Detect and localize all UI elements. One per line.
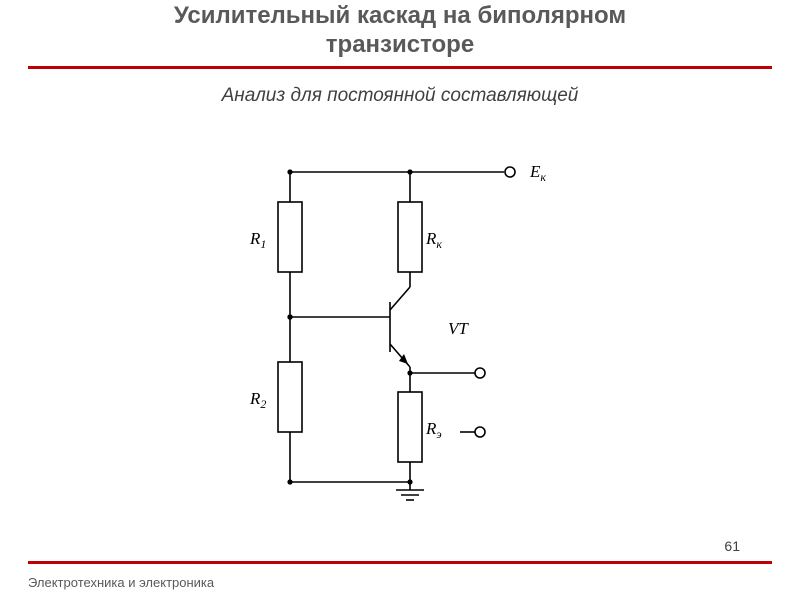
circuit-diagram: R1 R2 Rк Rэ VT Eк xyxy=(0,152,800,512)
svg-text:Rэ: Rэ xyxy=(425,419,442,441)
footer-text: Электротехника и электроника xyxy=(28,575,214,590)
title-line1: Усилительный каскад на биполярном xyxy=(174,2,626,29)
page-number: 61 xyxy=(724,538,740,554)
title-line2: транзисторе xyxy=(326,31,474,58)
slide-subtitle: Анализ для постоянной составляющей xyxy=(0,85,800,107)
svg-text:R2: R2 xyxy=(249,389,266,411)
svg-text:Rк: Rк xyxy=(425,229,442,251)
svg-text:R1: R1 xyxy=(249,229,266,251)
circuit-svg: R1 R2 Rк Rэ VT Eк xyxy=(230,152,570,512)
slide: Усилительный каскад на биполярном транзи… xyxy=(0,2,800,600)
svg-text:Eк: Eк xyxy=(529,162,546,184)
divider-bottom xyxy=(28,561,772,564)
divider-top xyxy=(28,66,772,69)
svg-text:VT: VT xyxy=(448,319,469,338)
slide-title: Усилительный каскад на биполярном транзи… xyxy=(0,2,800,60)
